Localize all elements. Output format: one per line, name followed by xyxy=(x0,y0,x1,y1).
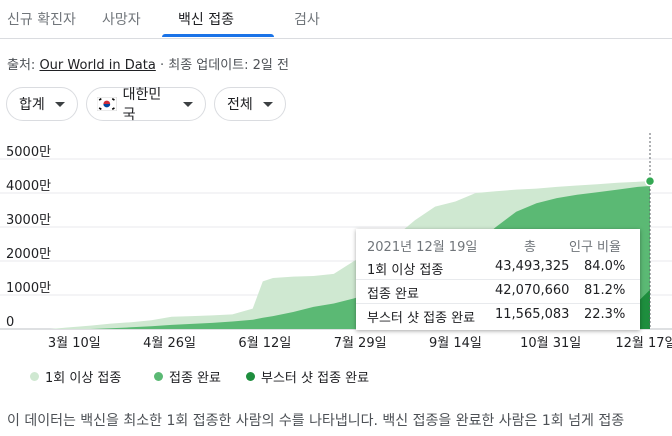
tab-bar: 신규 확진자 사망자 백신 접종 검사 xyxy=(0,0,672,39)
chart-tooltip: 2021년 12월 19일 총 인구 비율 1회 이상 접종 43,493,32… xyxy=(356,229,640,330)
legend-label: 접종 완료 xyxy=(169,371,221,386)
chevron-down-icon xyxy=(183,101,193,107)
active-tab-indicator xyxy=(162,34,274,37)
country-filter-chip[interactable]: 대한민국 xyxy=(86,87,206,123)
tooltip-ratio-header: 인구 비율 xyxy=(569,240,621,255)
x-tick-label: 7월 29일 xyxy=(334,336,387,351)
tooltip-row-value: 11,565,083 xyxy=(495,307,570,322)
x-tick-label: 6월 12일 xyxy=(238,336,291,351)
x-tick-label: 12월 17일 xyxy=(615,336,672,351)
tooltip-row-value: 43,493,325 xyxy=(495,259,570,274)
tooltip-row-ratio: 22.3% xyxy=(584,307,626,322)
tooltip-row-ratio: 81.2% xyxy=(584,283,626,298)
y-tick-label: 4000만 xyxy=(6,179,51,194)
legend-dot xyxy=(246,372,255,381)
tab-tests[interactable]: 검사 xyxy=(294,12,320,28)
tooltip-date: 2021년 12월 19일 xyxy=(367,240,478,255)
y-tick-label: 2000만 xyxy=(6,247,51,262)
scope-filter-label: 전체 xyxy=(227,97,253,113)
tab-new-cases[interactable]: 신규 확진자 xyxy=(7,12,76,28)
tooltip-divider xyxy=(356,279,640,280)
country-filter-label: 대한민국 xyxy=(122,87,162,123)
tooltip-total-header: 총 xyxy=(524,240,536,255)
legend-label: 부스터 샷 접종 완료 xyxy=(261,371,370,386)
y-tick-label: 0 xyxy=(6,315,14,330)
tooltip-row-ratio: 84.0% xyxy=(584,259,626,274)
total-filter-chip[interactable]: 합계 xyxy=(6,87,78,121)
tooltip-row-value: 42,070,660 xyxy=(495,283,570,298)
x-tick-label: 3월 10일 xyxy=(48,336,101,351)
x-tick-label: 4월 26일 xyxy=(143,336,196,351)
x-tick-label: 9월 14일 xyxy=(429,336,482,351)
y-tick-label: 3000만 xyxy=(6,213,51,228)
scope-filter-chip[interactable]: 전체 xyxy=(214,87,286,121)
chevron-down-icon xyxy=(262,101,273,107)
chevron-down-icon xyxy=(54,101,65,107)
source-prefix: 출처: xyxy=(7,58,36,73)
tooltip-row: 부스터 샷 접종 완료 11,565,083 22.3% xyxy=(356,303,640,327)
total-filter-label: 합계 xyxy=(19,97,45,113)
tab-vaccination[interactable]: 백신 접종 xyxy=(178,12,234,28)
legend-item-first-dose[interactable]: 1회 이상 접종 xyxy=(30,367,121,386)
tooltip-row: 접종 완료 42,070,660 81.2% xyxy=(356,279,640,303)
legend-item-booster[interactable]: 부스터 샷 접종 완료 xyxy=(246,367,369,386)
legend-dot xyxy=(30,372,39,381)
legend-item-fully-vaccinated[interactable]: 접종 완료 xyxy=(154,367,221,386)
korea-flag-icon xyxy=(97,97,117,111)
tooltip-row: 1회 이상 접종 43,493,325 84.0% xyxy=(356,255,640,279)
tooltip-row-label: 1회 이상 접종 xyxy=(367,263,444,278)
tooltip-row-label: 접종 완료 xyxy=(367,287,419,302)
tooltip-divider xyxy=(356,303,640,304)
y-tick-label: 5000만 xyxy=(6,145,51,160)
tooltip-row-label: 부스터 샷 접종 완료 xyxy=(367,311,476,326)
legend-dot xyxy=(154,372,163,381)
source-separator: · xyxy=(159,58,165,73)
legend-label: 1회 이상 접종 xyxy=(45,371,122,386)
tab-deaths[interactable]: 사망자 xyxy=(102,12,141,28)
x-tick-label: 10월 31일 xyxy=(520,336,581,351)
description-text: 이 데이터는 백신을 최소한 1회 접종한 사람의 수를 나타냅니다. 백신 접… xyxy=(7,413,625,429)
hover-point xyxy=(644,175,656,187)
source-line: 출처: Our World in Data · 최종 업데이트: 2일 전 xyxy=(7,54,289,73)
last-updated: 최종 업데이트: 2일 전 xyxy=(168,58,289,73)
source-link[interactable]: Our World in Data xyxy=(39,58,156,73)
y-tick-label: 1000만 xyxy=(6,281,51,296)
